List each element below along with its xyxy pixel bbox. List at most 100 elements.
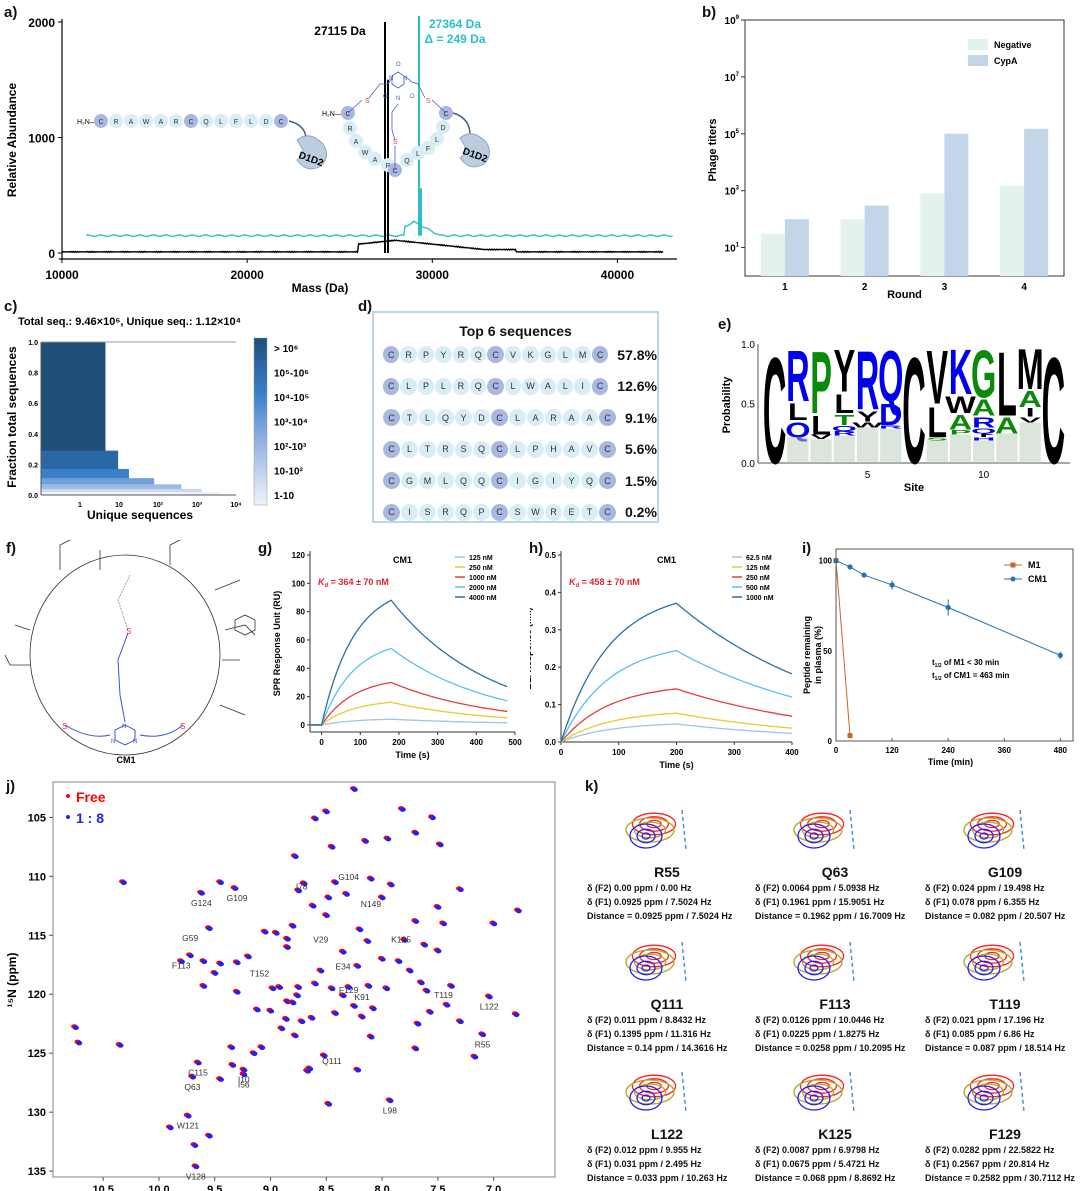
ring-o: O	[396, 62, 401, 68]
chart-j-hsqc: 105 110 115 120 125 130 135 10.5 10.0 9.5 9.0 8.5 8.…	[5, 781, 556, 1191]
residue-bead: H	[545, 440, 562, 458]
logo-letter: S	[926, 436, 948, 441]
x-tick-label: 10000	[45, 268, 79, 282]
logo-letter: L	[788, 399, 808, 426]
logo-letter: V	[926, 336, 948, 420]
chart-c-sequence-distribution: Total seq.: 9.46×10⁶, Unique seq.: 1.12×…	[5, 316, 310, 522]
residue-bead: R	[452, 377, 470, 395]
residue-bead: C	[491, 503, 508, 521]
bin-bar	[41, 491, 221, 495]
x-tick-label: 20000	[230, 268, 264, 282]
residue-letter: C	[278, 119, 283, 126]
peak-bound	[201, 959, 208, 965]
residue-letter: C	[98, 119, 103, 126]
logo-letter: Q	[878, 335, 903, 416]
legend-label: 62.5 nM	[746, 555, 772, 562]
residue-letter: Q	[203, 119, 209, 126]
residue-letter-cyclic: A	[373, 157, 378, 164]
tag-linker	[288, 120, 307, 139]
x-tick-label: 0	[319, 738, 324, 747]
y-tick-label: 0.1	[545, 701, 557, 710]
legend-label: 1000 nM	[469, 575, 497, 582]
peak-bound	[193, 1164, 200, 1170]
contour-plot-Q111	[625, 941, 687, 983]
residue-bead: Q	[470, 377, 487, 395]
peak-bound	[190, 1074, 197, 1080]
contour-bound	[797, 1085, 831, 1111]
peak-bound	[217, 1077, 224, 1082]
residue-bead: I	[545, 472, 562, 490]
residue-bead-cyclic	[343, 121, 357, 135]
shift-dist: Distance = 0.1962 ppm / 16.7009 Hz	[755, 911, 906, 921]
side-chain	[59, 539, 71, 570]
x-tick-label: 2	[862, 282, 868, 293]
peak-bound	[241, 1072, 248, 1078]
contour-bound	[629, 1085, 663, 1111]
x-axis-label: Mass (Da)	[292, 281, 349, 295]
sequence-percent: 0.2%	[625, 504, 657, 521]
csp-info-K125: K125 δ (F2) 0.0087 ppm / 6.9798 Hz δ (F1) …	[755, 1127, 915, 1185]
side-chain	[214, 579, 241, 591]
sequence-row: C I S R Q P C S W R E T C 0.2%	[383, 497, 657, 529]
residue-name: R55	[654, 864, 680, 880]
colorbar-label: 10⁵-10⁶	[274, 369, 309, 380]
peak-bound	[424, 988, 431, 994]
residue-bead: C	[599, 472, 616, 490]
residue-letter-cyclic: L	[416, 151, 420, 158]
logo-minor-residues	[856, 427, 879, 463]
contour-bound	[967, 955, 1001, 981]
logo-minor-residues	[833, 435, 855, 463]
residue-bead: P	[417, 346, 435, 364]
residue-letter: F	[234, 119, 238, 126]
contour-bound	[797, 823, 831, 849]
logo-letter: K	[949, 336, 972, 408]
contour-bound	[809, 1094, 819, 1102]
contour-bound	[804, 828, 824, 844]
linker-arm-left	[347, 75, 394, 114]
legend-marker	[66, 815, 70, 819]
logo-letter: C	[902, 327, 925, 496]
y-axis-label: ¹⁵N (ppm)	[5, 953, 19, 1008]
contour-bound	[641, 832, 651, 840]
contour-free	[631, 1074, 677, 1098]
shift-f1: δ (F1) 0.2567 ppm / 20.814 Hz	[925, 1159, 1050, 1169]
residue-bead: L	[557, 377, 574, 395]
residue-name: K125	[818, 1126, 852, 1142]
peak-bound	[217, 880, 224, 886]
peak-bound	[318, 968, 325, 974]
residue-letter-cyclic: W	[362, 150, 369, 157]
shift-f2: δ (F2) 0.0126 ppm / 10.0446 Hz	[755, 1015, 885, 1025]
shift-f2: δ (F2) 0.0064 ppm / 5.0938 Hz	[755, 883, 880, 893]
contour-bound	[629, 955, 663, 981]
contour-bound	[636, 960, 656, 976]
peak-bound	[206, 926, 213, 932]
shift-direction-arrow	[1019, 941, 1025, 983]
logo-letter: Q	[785, 418, 810, 442]
logo-letter: C	[1042, 327, 1065, 496]
ring-atom: N	[122, 724, 126, 730]
shift-f2: δ (F2) 0.024 ppm / 19.498 Hz	[925, 883, 1045, 893]
residue-letter-cyclic: L	[435, 137, 439, 144]
residue-letter: W	[143, 119, 150, 126]
legend-label: 250 nM	[469, 565, 493, 572]
y-tick-label: 80	[296, 608, 305, 617]
residue-bead: C	[491, 440, 508, 458]
x-tick-label: 10	[115, 502, 123, 509]
side-chain	[219, 704, 246, 716]
peak-bound	[379, 957, 386, 962]
legend-marker	[1010, 562, 1016, 568]
peak-bound	[234, 960, 241, 966]
y-tick-label: 105	[28, 812, 46, 824]
contour-free	[799, 1074, 845, 1098]
peak-bound	[312, 816, 319, 822]
peak-bound	[262, 929, 269, 935]
linker-arm-center	[391, 103, 399, 170]
residue-bead	[154, 114, 168, 128]
logo-letter: R	[972, 414, 995, 431]
peak-label-T119: T119	[434, 990, 453, 1000]
peak-bound	[396, 959, 403, 965]
residue-name: Q63	[821, 864, 849, 880]
x-tick-label: 10⁴	[230, 502, 242, 509]
peak-bound	[279, 1026, 286, 1032]
